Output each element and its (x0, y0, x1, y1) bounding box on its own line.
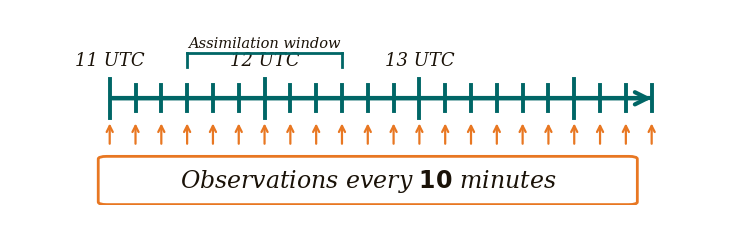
Text: 11 UTC: 11 UTC (75, 52, 144, 70)
Text: 12 UTC: 12 UTC (229, 52, 300, 70)
Text: Assimilation window: Assimilation window (188, 37, 341, 51)
FancyBboxPatch shape (98, 157, 637, 205)
Text: 13 UTC: 13 UTC (385, 52, 454, 70)
Text: Observations every $\mathbf{10}$ minutes: Observations every $\mathbf{10}$ minutes (180, 167, 556, 194)
